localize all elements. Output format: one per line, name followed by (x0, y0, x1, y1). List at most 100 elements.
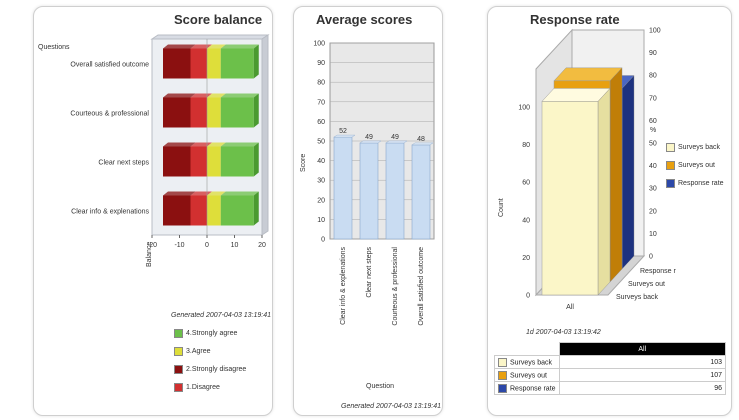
legend-item: Surveys back (666, 143, 720, 152)
bar-top (385, 140, 408, 144)
legend-swatch (666, 179, 675, 188)
y2-tick-label: 40 (649, 163, 657, 170)
y-tick-label: 40 (522, 217, 530, 224)
x-tick-label: All (566, 304, 574, 311)
bar-segment (190, 146, 207, 177)
y-tick-label: 20 (522, 255, 530, 262)
y-tick-label: 70 (317, 99, 325, 106)
bar-segment-top (207, 142, 226, 147)
table-row-label: Response rate (494, 381, 560, 395)
bar-top (411, 142, 434, 146)
bar-segment-top (190, 44, 212, 49)
y-tick-label: 20 (317, 197, 325, 204)
bar-segment (190, 195, 207, 226)
row-swatch (498, 370, 507, 380)
data-label: 52 (339, 128, 347, 135)
legend-item: 4.Strongly agree (174, 329, 237, 338)
response-rate-panel: Response rate 0 20 40 60 80 100 0 10 20 30 40 50 60 7… (487, 6, 732, 416)
generated-timestamp: Generated 2007-04-03 13:19:41 (341, 403, 442, 410)
depth-label: Surveys back (616, 294, 659, 301)
y-axis-label: Count (498, 198, 505, 217)
bar (411, 144, 431, 240)
bar-segment-top (190, 142, 212, 147)
bar-segment (207, 146, 221, 177)
bar-segment (207, 195, 221, 226)
bar-top (333, 134, 356, 138)
bar-segment (163, 97, 191, 128)
bar (359, 142, 379, 240)
legend-swatch (174, 365, 183, 374)
y-tick-label: 10 (317, 217, 325, 224)
response-table: All Surveys back 103 Surveys out 107 Res… (494, 342, 727, 395)
bar-segment (190, 48, 207, 79)
bar-top (553, 67, 623, 82)
bar-segment (190, 97, 207, 128)
chart-title: Response rate (530, 12, 620, 27)
bar-segment (220, 146, 254, 177)
category-label: Clear info & explenations (71, 209, 149, 216)
plot-depth-side (261, 34, 269, 236)
x-axis-label: Question (366, 383, 395, 390)
bar-segment (163, 48, 191, 79)
plot-depth-top (150, 34, 270, 40)
x-tick-label: -20 (147, 242, 157, 249)
legend-swatch (174, 383, 183, 392)
y-axis-label: Questions (38, 44, 70, 51)
bar-segment (163, 195, 191, 226)
y2-tick-label: 50 (649, 141, 657, 148)
y2-tick-label: 10 (649, 231, 657, 238)
bar-segment-top (220, 44, 259, 49)
legend-item: Surveys out (666, 161, 715, 170)
x-tick-label: 10 (231, 242, 239, 249)
data-label: 49 (365, 134, 373, 141)
category-label: Overall satisfied outcome (70, 62, 149, 69)
bar-side (609, 67, 623, 283)
bar-segment-side (253, 142, 259, 177)
x-tick-label: Overall satisfied outcome (418, 247, 425, 326)
data-label: 49 (391, 134, 399, 141)
bar-segment-top (190, 191, 212, 196)
table-row-label: Surveys back (494, 355, 560, 369)
bar-segment-top (207, 93, 226, 98)
bar-segment-top (190, 93, 212, 98)
y-tick-label: 0 (526, 293, 530, 300)
y2-axis-label: % (650, 127, 657, 134)
x-tick-label: -10 (174, 242, 184, 249)
y2-tick-label: 20 (649, 208, 657, 215)
bar-segment (220, 97, 254, 128)
bar-segment-top (163, 191, 196, 196)
chart-title: Average scores (316, 12, 413, 27)
legend-swatch (174, 347, 183, 356)
average-scores-plot: 0 10 20 30 40 50 60 70 80 90 100 52 Clear info & exp… (313, 41, 435, 326)
bar-segment-top (163, 44, 196, 49)
depth-label: Response r (640, 268, 676, 275)
generated-timestamp: Generated 2007-04-03 13:19:41 (171, 312, 272, 319)
table-header: All (558, 342, 727, 356)
row-swatch (498, 357, 507, 367)
bar-segment (207, 97, 221, 128)
table-cell: 96 (558, 381, 727, 395)
y-tick-label: 60 (317, 119, 325, 126)
legend-swatch (666, 161, 675, 170)
legend-item: Response rate (666, 179, 724, 188)
y2-tick-label: 70 (649, 95, 657, 102)
legend-item: 2.Strongly disagree (174, 365, 246, 374)
y-tick-label: 40 (317, 158, 325, 165)
y-axis-label: Score (300, 153, 307, 172)
bar-segment (163, 146, 191, 177)
legend-swatch (174, 329, 183, 338)
table-row: Surveys back 103 (494, 355, 727, 369)
score-balance-panel: Score balance Questions Overall satisfie… (33, 6, 273, 416)
bar-segment-side (253, 93, 259, 128)
bar-segment (220, 48, 254, 79)
table-cell: 103 (558, 355, 727, 369)
x-tick-label: 0 (205, 242, 209, 249)
bar-segment-top (220, 191, 259, 196)
bar-segment-top (220, 93, 259, 98)
category-label: Courteous & professional (70, 111, 149, 118)
y-tick-label: 100 (518, 105, 530, 112)
table-row-label: Surveys out (494, 368, 560, 382)
y-tick-label: 100 (313, 41, 325, 48)
row-swatch (498, 383, 507, 393)
y-tick-label: 60 (522, 180, 530, 187)
